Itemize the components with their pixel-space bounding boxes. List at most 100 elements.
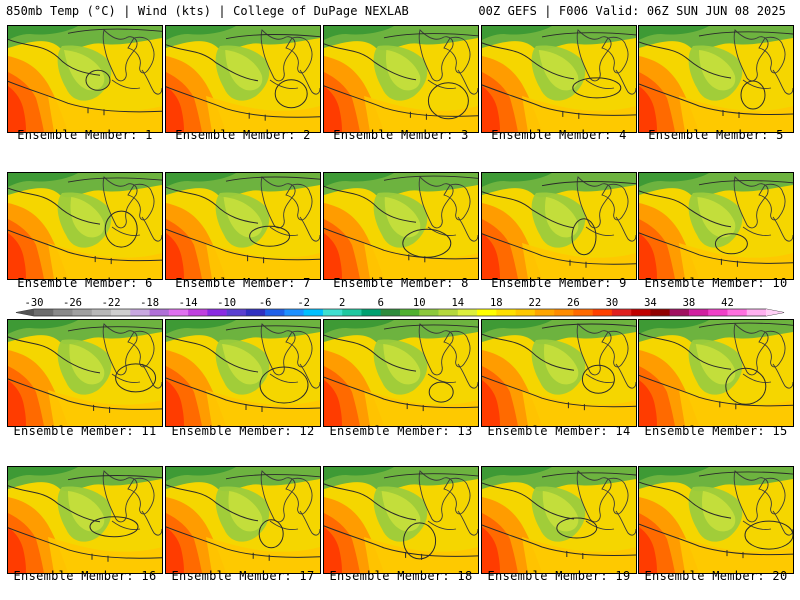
colorbar-max-arrow (766, 309, 784, 316)
ensemble-member-caption: Ensemble Member: 2 (175, 128, 311, 142)
ensemble-member-caption: Ensemble Member: 7 (175, 276, 311, 290)
ensemble-map-panel (638, 466, 794, 574)
ensemble-map-panel (481, 25, 637, 133)
colorbar-swatch (168, 309, 189, 316)
colorbar-tick-label: -10 (217, 297, 237, 309)
colorbar-swatch (130, 309, 150, 316)
colorbar-swatch (592, 309, 613, 316)
ensemble-map-panel (7, 25, 163, 133)
ensemble-member-caption: Ensemble Member: 14 (487, 424, 631, 438)
colorbar-swatch (669, 309, 690, 316)
colorbar-tick-label: 10 (412, 297, 426, 309)
colorbar-swatch (53, 309, 73, 316)
colorbar-swatch (207, 309, 227, 316)
colorbar-swatch (688, 309, 709, 316)
ensemble-map-panel (323, 466, 479, 574)
temperature-colorbar: -30 -26 -22 -18 -14 -10 -6 -2 2 6 10 14 18 22 26 30 34 38… (0, 296, 800, 326)
ensemble-member-caption: Ensemble Member: 1 (17, 128, 153, 142)
colorbar-swatch (245, 309, 266, 316)
colorbar-swatch (72, 309, 93, 316)
ensemble-map-panel (165, 172, 321, 280)
colorbar-swatch (515, 309, 536, 316)
ensemble-member-caption: Ensemble Member: 3 (333, 128, 469, 142)
colorbar-scale (15, 308, 785, 317)
ensemble-map-panel (7, 466, 163, 574)
colorbar-swatch (631, 309, 651, 316)
colorbar-tick-label: 26 (567, 297, 580, 309)
ensemble-member-caption: Ensemble Member: 5 (648, 128, 784, 142)
ensemble-member-caption: Ensemble Member: 11 (13, 424, 157, 438)
ensemble-member-caption: Ensemble Member: 12 (171, 424, 315, 438)
ensemble-member-caption: Ensemble Member: 4 (491, 128, 627, 142)
ensemble-map-panel (323, 319, 479, 427)
ensemble-map-panel (481, 466, 637, 574)
colorbar-swatch (322, 309, 343, 316)
ensemble-member-caption: Ensemble Member: 6 (17, 276, 153, 290)
colorbar-tick-label: 38 (682, 297, 696, 309)
colorbar-swatch (380, 309, 401, 316)
colorbar-swatch (650, 309, 670, 316)
colorbar-swatch (457, 309, 478, 316)
colorbar-tick-label: 2 (339, 297, 346, 309)
colorbar-tick-label: -14 (178, 297, 198, 309)
colorbar-swatch (746, 309, 767, 316)
ensemble-member-caption: Ensemble Member: 20 (644, 569, 788, 583)
header-title-left: 850mb Temp (°C) | Wind (kts) | College o… (6, 4, 409, 18)
colorbar-tick-label: -2 (297, 297, 310, 309)
colorbar-swatch (34, 309, 54, 316)
colorbar-swatch (149, 309, 170, 316)
colorbar-tick-label: 30 (605, 297, 619, 309)
ensemble-map-panel (165, 466, 321, 574)
colorbar-swatch (400, 309, 420, 316)
colorbar-swatch (226, 309, 247, 316)
colorbar-tick-label: -30 (24, 297, 44, 309)
colorbar-swatch (284, 309, 304, 316)
colorbar-swatch (342, 309, 362, 316)
colorbar-swatch (188, 309, 208, 316)
colorbar-min-arrow (16, 309, 34, 316)
colorbar-tick-label: 18 (489, 297, 503, 309)
ensemble-member-caption: Ensemble Member: 9 (491, 276, 627, 290)
colorbar-swatch (91, 309, 112, 316)
ensemble-map-panel (165, 25, 321, 133)
ensemble-map-panel (481, 319, 637, 427)
ensemble-member-caption: Ensemble Member: 19 (487, 569, 631, 583)
colorbar-tick-label: 22 (528, 297, 542, 309)
ensemble-map-panel (7, 172, 163, 280)
colorbar-swatch (727, 309, 748, 316)
ensemble-member-caption: Ensemble Member: 13 (329, 424, 473, 438)
colorbar-swatch (438, 309, 459, 316)
colorbar-swatch (303, 309, 324, 316)
header-title-right: 00Z GEFS | F006 Valid: 06Z SUN JUN 08 20… (478, 4, 786, 18)
colorbar-swatch (534, 309, 555, 316)
colorbar-tick-label: -22 (101, 297, 121, 309)
ensemble-map-panel (7, 319, 163, 427)
ensemble-map-panel (323, 25, 479, 133)
ensemble-map-panel (638, 319, 794, 427)
colorbar-tick-label: -18 (140, 297, 160, 309)
ensemble-member-caption: Ensemble Member: 10 (644, 276, 788, 290)
colorbar-swatch (361, 309, 382, 316)
colorbar-swatch (265, 309, 285, 316)
ensemble-map-panel (323, 172, 479, 280)
colorbar-tick-label: 14 (451, 297, 465, 309)
colorbar-tick-label: 6 (377, 297, 384, 309)
colorbar-swatch (708, 309, 728, 316)
colorbar-swatch (419, 309, 439, 316)
colorbar-swatch (477, 309, 497, 316)
ensemble-map-panel (165, 319, 321, 427)
ensemble-member-caption: Ensemble Member: 16 (13, 569, 157, 583)
ensemble-map-panel (638, 172, 794, 280)
ensemble-member-caption: Ensemble Member: 18 (329, 569, 473, 583)
colorbar-tick-label: 42 (721, 297, 734, 309)
colorbar-swatch (611, 309, 632, 316)
colorbar-swatch (496, 309, 516, 316)
ensemble-member-caption: Ensemble Member: 17 (171, 569, 315, 583)
colorbar-tick-label: -6 (258, 297, 272, 309)
colorbar-tick-label: 34 (644, 297, 657, 309)
colorbar-swatch (111, 309, 131, 316)
colorbar-tick-label: -26 (63, 297, 82, 309)
ensemble-map-panel (638, 25, 794, 133)
ensemble-map-panel (481, 172, 637, 280)
ensemble-member-caption: Ensemble Member: 8 (333, 276, 469, 290)
